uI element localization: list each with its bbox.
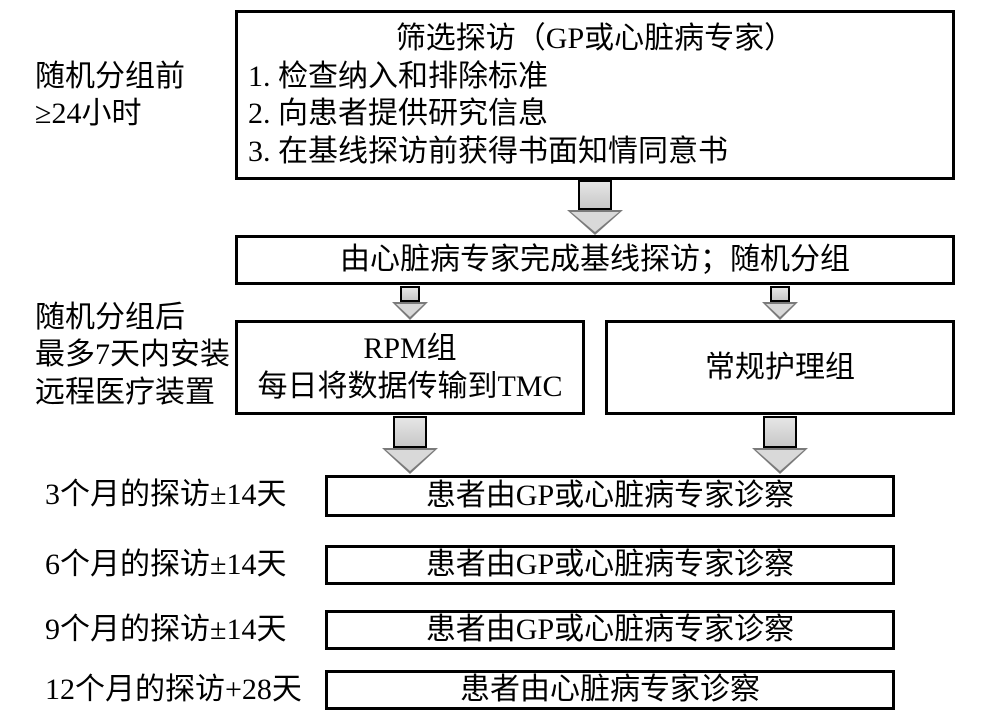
side-label-9mo: 9个月的探访±14天 xyxy=(45,610,305,650)
box-visit-3mo: 患者由GP或心脏病专家诊察 xyxy=(325,475,895,517)
box-usual-care-group: 常规护理组 xyxy=(605,320,955,415)
box-line: 每日将数据传输到TMC xyxy=(257,368,562,406)
box-line: 患者由GP或心脏病专家诊察 xyxy=(426,611,794,649)
arrow-screening-to-baseline xyxy=(565,180,625,235)
box-rpm-group: RPM组每日将数据传输到TMC xyxy=(235,320,585,415)
box-line: 筛选探访（GP或心脏病专家） xyxy=(248,20,942,58)
side-label-line: 随机分组前 xyxy=(35,58,225,96)
arrow-baseline-to-usual xyxy=(760,286,800,320)
side-label-line: 9个月的探访±14天 xyxy=(45,611,305,649)
side-label-12mo: 12个月的探访+28天 xyxy=(45,670,305,710)
box-line: 常规护理组 xyxy=(705,349,855,387)
box-line: 1. 检查纳入和排除标准 xyxy=(248,58,942,96)
box-line: 3. 在基线探访前获得书面知情同意书 xyxy=(248,133,942,171)
arrow-baseline-to-rpm xyxy=(390,286,430,320)
side-label-line: ≥24小时 xyxy=(35,95,225,133)
box-line: RPM组 xyxy=(363,330,456,368)
box-visit-12mo: 患者由心脏病专家诊察 xyxy=(325,670,895,710)
box-line: 2. 向患者提供研究信息 xyxy=(248,95,942,133)
arrow-rpm-to-visits xyxy=(380,416,440,474)
box-line: 患者由心脏病专家诊察 xyxy=(460,671,760,709)
side-label-post-random: 随机分组后最多7天内安装远程医疗装置 xyxy=(35,290,235,420)
side-label-3mo: 3个月的探访±14天 xyxy=(45,475,305,515)
side-label-line: 12个月的探访+28天 xyxy=(45,671,305,709)
side-label-6mo: 6个月的探访±14天 xyxy=(45,545,305,585)
box-visit-6mo: 患者由GP或心脏病专家诊察 xyxy=(325,545,895,585)
arrow-usual-to-visits xyxy=(750,416,810,474)
side-label-line: 3个月的探访±14天 xyxy=(45,476,305,514)
side-label-line: 最多7天内安装 xyxy=(35,336,235,374)
box-screening: 筛选探访（GP或心脏病专家）1. 检查纳入和排除标准2. 向患者提供研究信息3.… xyxy=(235,10,955,180)
box-baseline: 由心脏病专家完成基线探访；随机分组 xyxy=(235,235,955,285)
box-line: 患者由GP或心脏病专家诊察 xyxy=(426,546,794,584)
side-label-line: 6个月的探访±14天 xyxy=(45,546,305,584)
box-line: 患者由GP或心脏病专家诊察 xyxy=(426,477,794,515)
box-visit-9mo: 患者由GP或心脏病专家诊察 xyxy=(325,610,895,650)
box-line: 由心脏病专家完成基线探访；随机分组 xyxy=(340,241,850,279)
side-label-line: 随机分组后 xyxy=(35,299,235,337)
side-label-pre-random: 随机分组前≥24小时 xyxy=(35,50,225,140)
side-label-line: 远程医疗装置 xyxy=(35,374,235,412)
